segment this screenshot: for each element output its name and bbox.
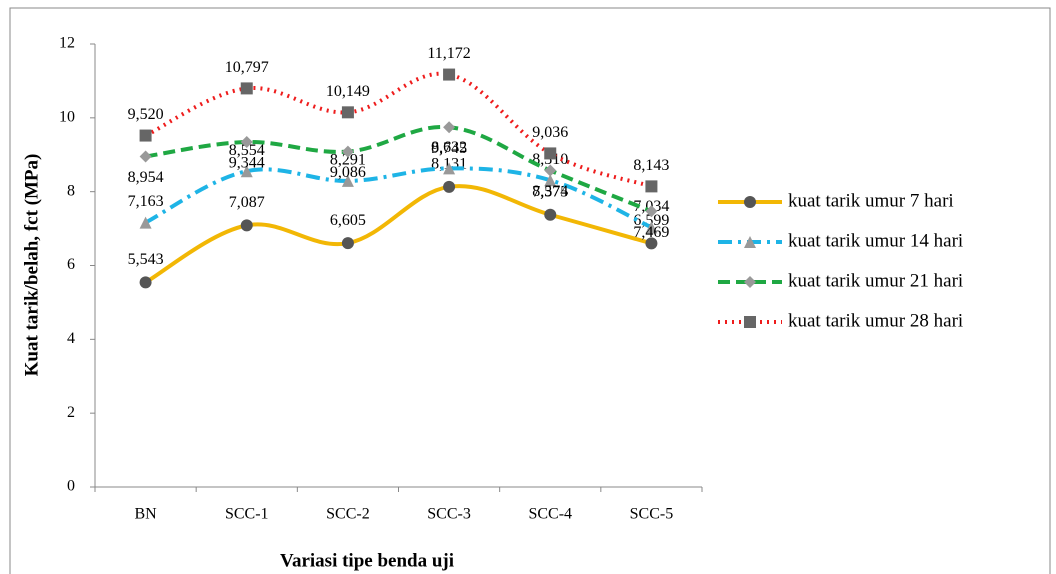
point-marker [544, 147, 557, 160]
y-tick-label: 2 [67, 404, 75, 421]
legend-marker [744, 196, 756, 208]
point-marker [645, 237, 658, 250]
y-tick-label: 12 [59, 35, 75, 52]
value-label: 9,520 [128, 106, 164, 123]
value-label: 7,375 [532, 183, 568, 200]
value-label: 8,554 [229, 142, 265, 159]
x-tick-label: SCC-3 [427, 506, 471, 523]
x-tick-label: SCC-1 [225, 506, 269, 523]
point-marker [443, 180, 456, 193]
value-label: 10,797 [225, 59, 269, 76]
value-label: 8,954 [128, 169, 164, 186]
point-marker [544, 208, 557, 221]
y-tick-label: 6 [67, 256, 75, 273]
point-marker [443, 121, 456, 134]
series-line [144, 71, 653, 189]
legend-marker [744, 236, 756, 248]
x-tick-label: SCC-2 [326, 506, 370, 523]
value-label: 8,632 [431, 139, 467, 156]
point-marker [139, 150, 152, 163]
series-line [144, 184, 652, 285]
point-marker [443, 68, 456, 81]
x-tick-label: SCC-5 [630, 506, 674, 523]
value-label: 8,291 [330, 152, 366, 169]
value-label: 7,087 [229, 194, 265, 211]
value-label: 5,543 [128, 251, 164, 268]
y-axis-title: Kuat tarik/belah, fct (MPa) [21, 154, 42, 377]
series-line [144, 166, 653, 230]
value-label: 7,163 [128, 193, 164, 210]
value-label: 8,574 [532, 183, 568, 200]
point-marker [443, 162, 456, 175]
point-marker [645, 205, 658, 218]
point-marker [645, 221, 658, 234]
y-tick-label: 4 [67, 330, 75, 347]
point-marker [341, 174, 354, 187]
y-tick-label: 0 [67, 478, 75, 495]
y-tick-label: 8 [67, 182, 75, 199]
series-line [145, 124, 653, 214]
point-marker [341, 237, 354, 250]
point-marker [645, 180, 658, 193]
point-marker [240, 219, 253, 232]
x-tick-label: SCC-4 [528, 506, 572, 523]
legend-marker [744, 276, 756, 288]
x-tick-label: BN [134, 506, 157, 523]
point-marker [240, 82, 253, 95]
value-label: 8,143 [633, 157, 669, 174]
value-label: 10,149 [326, 83, 370, 100]
y-tick-label: 10 [59, 109, 75, 126]
chart-border [9, 7, 1051, 574]
point-marker [544, 174, 557, 187]
value-label: 7,469 [633, 224, 669, 241]
value-label: 6,605 [330, 212, 366, 229]
legend-text: kuat tarik umur 14 hari [788, 230, 963, 251]
point-marker [139, 129, 152, 142]
point-marker [240, 136, 253, 149]
point-marker [240, 165, 253, 178]
point-marker [139, 276, 152, 289]
value-label: 9,745 [431, 140, 467, 157]
value-label: 9,036 [532, 124, 568, 141]
legend-text: kuat tarik umur 7 hari [788, 190, 954, 211]
value-label: 11,172 [427, 45, 470, 62]
legend-text: kuat tarik umur 21 hari [788, 270, 963, 291]
point-marker [139, 216, 152, 229]
legend-marker [744, 316, 756, 328]
value-label: 9,086 [330, 164, 366, 181]
point-marker [341, 145, 354, 158]
x-axis-title: Variasi tipe benda uji [280, 550, 454, 571]
legend-text: kuat tarik umur 28 hari [788, 310, 963, 331]
point-marker [544, 164, 557, 177]
value-label: 9,344 [229, 155, 265, 172]
point-marker [341, 106, 354, 119]
